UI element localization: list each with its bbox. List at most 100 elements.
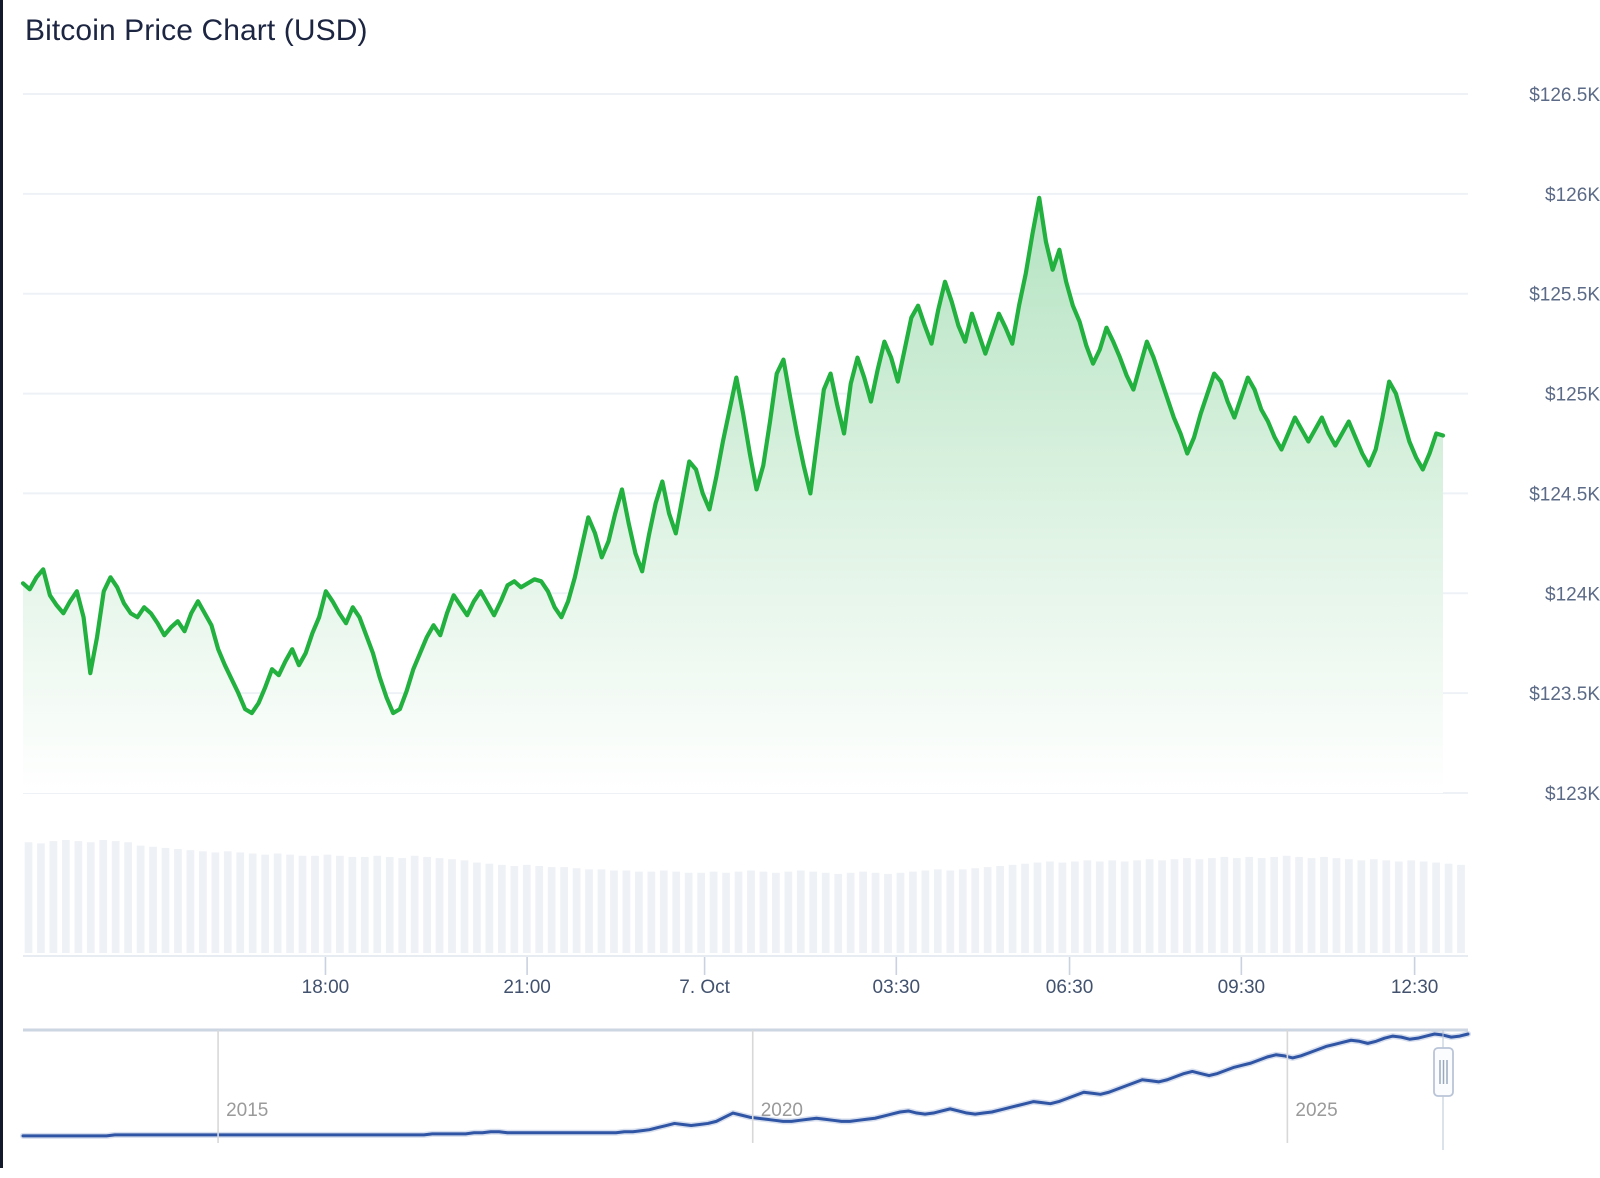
volume-bar (697, 872, 706, 953)
volume-bar (223, 851, 232, 953)
y-axis-label: $123K (1545, 784, 1600, 805)
navigator-line-path (21, 1032, 1470, 1138)
volume-bar (423, 856, 431, 953)
volume-bar (111, 841, 120, 953)
navigator-year-label: 2020 (761, 1100, 803, 1121)
volume-bar (884, 873, 892, 953)
volume-bar (86, 842, 95, 953)
volume-bar (473, 862, 481, 953)
volume-bar (535, 865, 544, 953)
volume-bar (821, 872, 830, 953)
page-title: Bitcoin Price Chart (USD) (25, 14, 368, 47)
volume-bar (983, 867, 992, 953)
y-axis-labels: $123K $123.5K $124K $124.5K $125K $125.5K $126… (1529, 85, 1600, 805)
price-line-path (20, 195, 1446, 716)
volume-bar (1170, 859, 1179, 953)
price-line (20, 195, 1446, 716)
volume-bar (958, 869, 967, 953)
volume-bar (597, 869, 606, 953)
volume-bar (1282, 855, 1291, 953)
volume-bar (635, 871, 643, 953)
y-axis-label: $126K (1545, 185, 1600, 206)
main-price-chart[interactable]: $123K $123.5K $124K $124.5K $125K $125.5K $126… (3, 0, 1600, 1010)
volume-bar (1257, 858, 1266, 953)
volume-bar (784, 871, 793, 953)
y-axis-label: $124K (1545, 584, 1600, 605)
volume-bar (572, 868, 581, 953)
volume-bar (1220, 856, 1229, 953)
volume-bar (772, 872, 780, 953)
volume-bar (398, 858, 407, 953)
volume-bar (560, 867, 568, 953)
volume-bar (1332, 858, 1341, 953)
y-axis-label: $125.5K (1529, 285, 1600, 306)
volume-bar (24, 842, 33, 953)
x-axis-label: 7. Oct (679, 977, 730, 998)
volume-bar (1369, 859, 1378, 953)
x-axis-label: 09:30 (1218, 977, 1266, 998)
volume-bar (435, 858, 444, 953)
volume-bar (410, 855, 419, 953)
volume-bar (547, 867, 556, 953)
volume-bar (1071, 861, 1079, 953)
volume-bar (1120, 861, 1129, 953)
price-area-path (23, 197, 1443, 794)
volume-bar (286, 854, 294, 953)
volume-bar (1444, 863, 1453, 953)
volume-bar (796, 870, 805, 953)
volume-bar (1058, 862, 1067, 953)
navigator[interactable]: 2015 2020 2025 (3, 1018, 1600, 1178)
volume-bar (1158, 860, 1166, 953)
volume-bar (846, 872, 855, 953)
volume-bar (622, 870, 631, 953)
volume-bar (1345, 859, 1353, 953)
y-axis-label: $123.5K (1529, 684, 1600, 705)
volume-bar (1357, 860, 1366, 953)
volume-bar (709, 871, 718, 953)
volume-bar (1008, 864, 1017, 953)
volume-bar (37, 843, 45, 953)
volume-bar (1133, 860, 1141, 953)
volume-bar (448, 859, 456, 953)
volume-bar (1232, 858, 1241, 953)
volume-bar (161, 847, 170, 953)
volume-bar (261, 854, 270, 953)
volume-bar (1033, 862, 1042, 953)
volume-bar (996, 865, 1004, 953)
volume-bar (211, 852, 220, 953)
volume-bar (74, 841, 83, 953)
x-axis-label: 12:30 (1391, 977, 1439, 998)
volume-bar (1245, 856, 1254, 953)
volume-bar (759, 871, 768, 953)
volume-bar (174, 849, 182, 953)
volume-bar (946, 870, 955, 953)
volume-bar (497, 864, 506, 953)
x-axis-labels: 18:00 21:00 7. Oct 03:30 06:30 09:30 12:30 (302, 977, 1439, 998)
volume-bar (1394, 861, 1403, 953)
volume-bar (149, 846, 157, 953)
volume-bar (672, 871, 681, 953)
volume-bar (49, 841, 58, 953)
volume-bar (61, 840, 70, 953)
volume-bar (684, 872, 693, 953)
volume-bar (722, 872, 730, 953)
navigator-scrollbar-handle[interactable] (1433, 1030, 1454, 1150)
volume-bar (385, 856, 394, 953)
volume-bar (124, 842, 132, 953)
volume-bar (1270, 856, 1279, 953)
volume-bar (373, 855, 382, 953)
volume-bar (273, 853, 282, 953)
volume-bar (510, 865, 519, 953)
volume-bar (311, 855, 319, 953)
volume-bar (460, 860, 469, 953)
volume-bar (859, 871, 867, 953)
y-axis-label: $125K (1545, 385, 1600, 406)
volume-bar (834, 873, 843, 953)
volume-bar (298, 855, 307, 953)
volume-bar (1046, 861, 1054, 953)
volume-bar (1382, 860, 1391, 953)
volume-bar (1108, 860, 1117, 953)
volume-bar (971, 868, 980, 953)
volume-bar (747, 870, 755, 953)
volume-bar (1183, 858, 1191, 953)
